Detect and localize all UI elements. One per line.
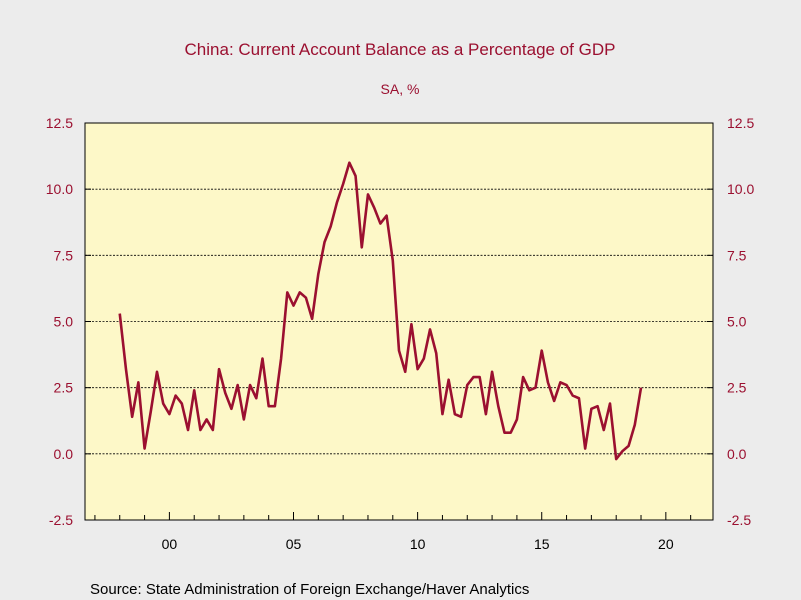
series-line — [118, 161, 643, 461]
chart-subtitle: SA, % — [381, 81, 420, 97]
axis-ticks — [85, 122, 713, 521]
x-tick-label: 10 — [410, 536, 426, 552]
y-tick-label-right: 5.0 — [727, 314, 747, 330]
y-tick-label-left: -2.5 — [49, 512, 73, 528]
y-tick-label-left: 5.0 — [54, 314, 74, 330]
x-tick-label: 00 — [162, 536, 178, 552]
chart-title: China: Current Account Balance as a Perc… — [185, 40, 616, 59]
x-tick-label: 05 — [286, 536, 302, 552]
x-tick-label: 15 — [534, 536, 550, 552]
y-tick-label-left: 12.5 — [46, 115, 73, 131]
y-tick-label-right: 7.5 — [727, 247, 747, 263]
x-tick-label: 20 — [658, 536, 674, 552]
y-tick-label-right: 10.0 — [727, 181, 754, 197]
y-tick-label-left: 7.5 — [54, 247, 74, 263]
grid-lines — [85, 188, 713, 455]
tick-labels: -2.5 -2.5 0.0 0.0 2.5 2.5 5.0 5.0 7.5 7.5 10.0 10.0… — [46, 115, 755, 552]
y-tick-label-left: 0.0 — [54, 446, 74, 462]
y-tick-label-left: 2.5 — [54, 380, 74, 396]
y-tick-label-right: 2.5 — [727, 380, 747, 396]
source-note: Source: State Administration of Foreign … — [90, 581, 529, 598]
y-tick-label-right: 0.0 — [727, 446, 747, 462]
y-tick-label-left: 10.0 — [46, 181, 73, 197]
y-tick-label-right: 12.5 — [727, 115, 754, 131]
y-tick-label-right: -2.5 — [727, 512, 751, 528]
series-layer — [118, 161, 643, 461]
